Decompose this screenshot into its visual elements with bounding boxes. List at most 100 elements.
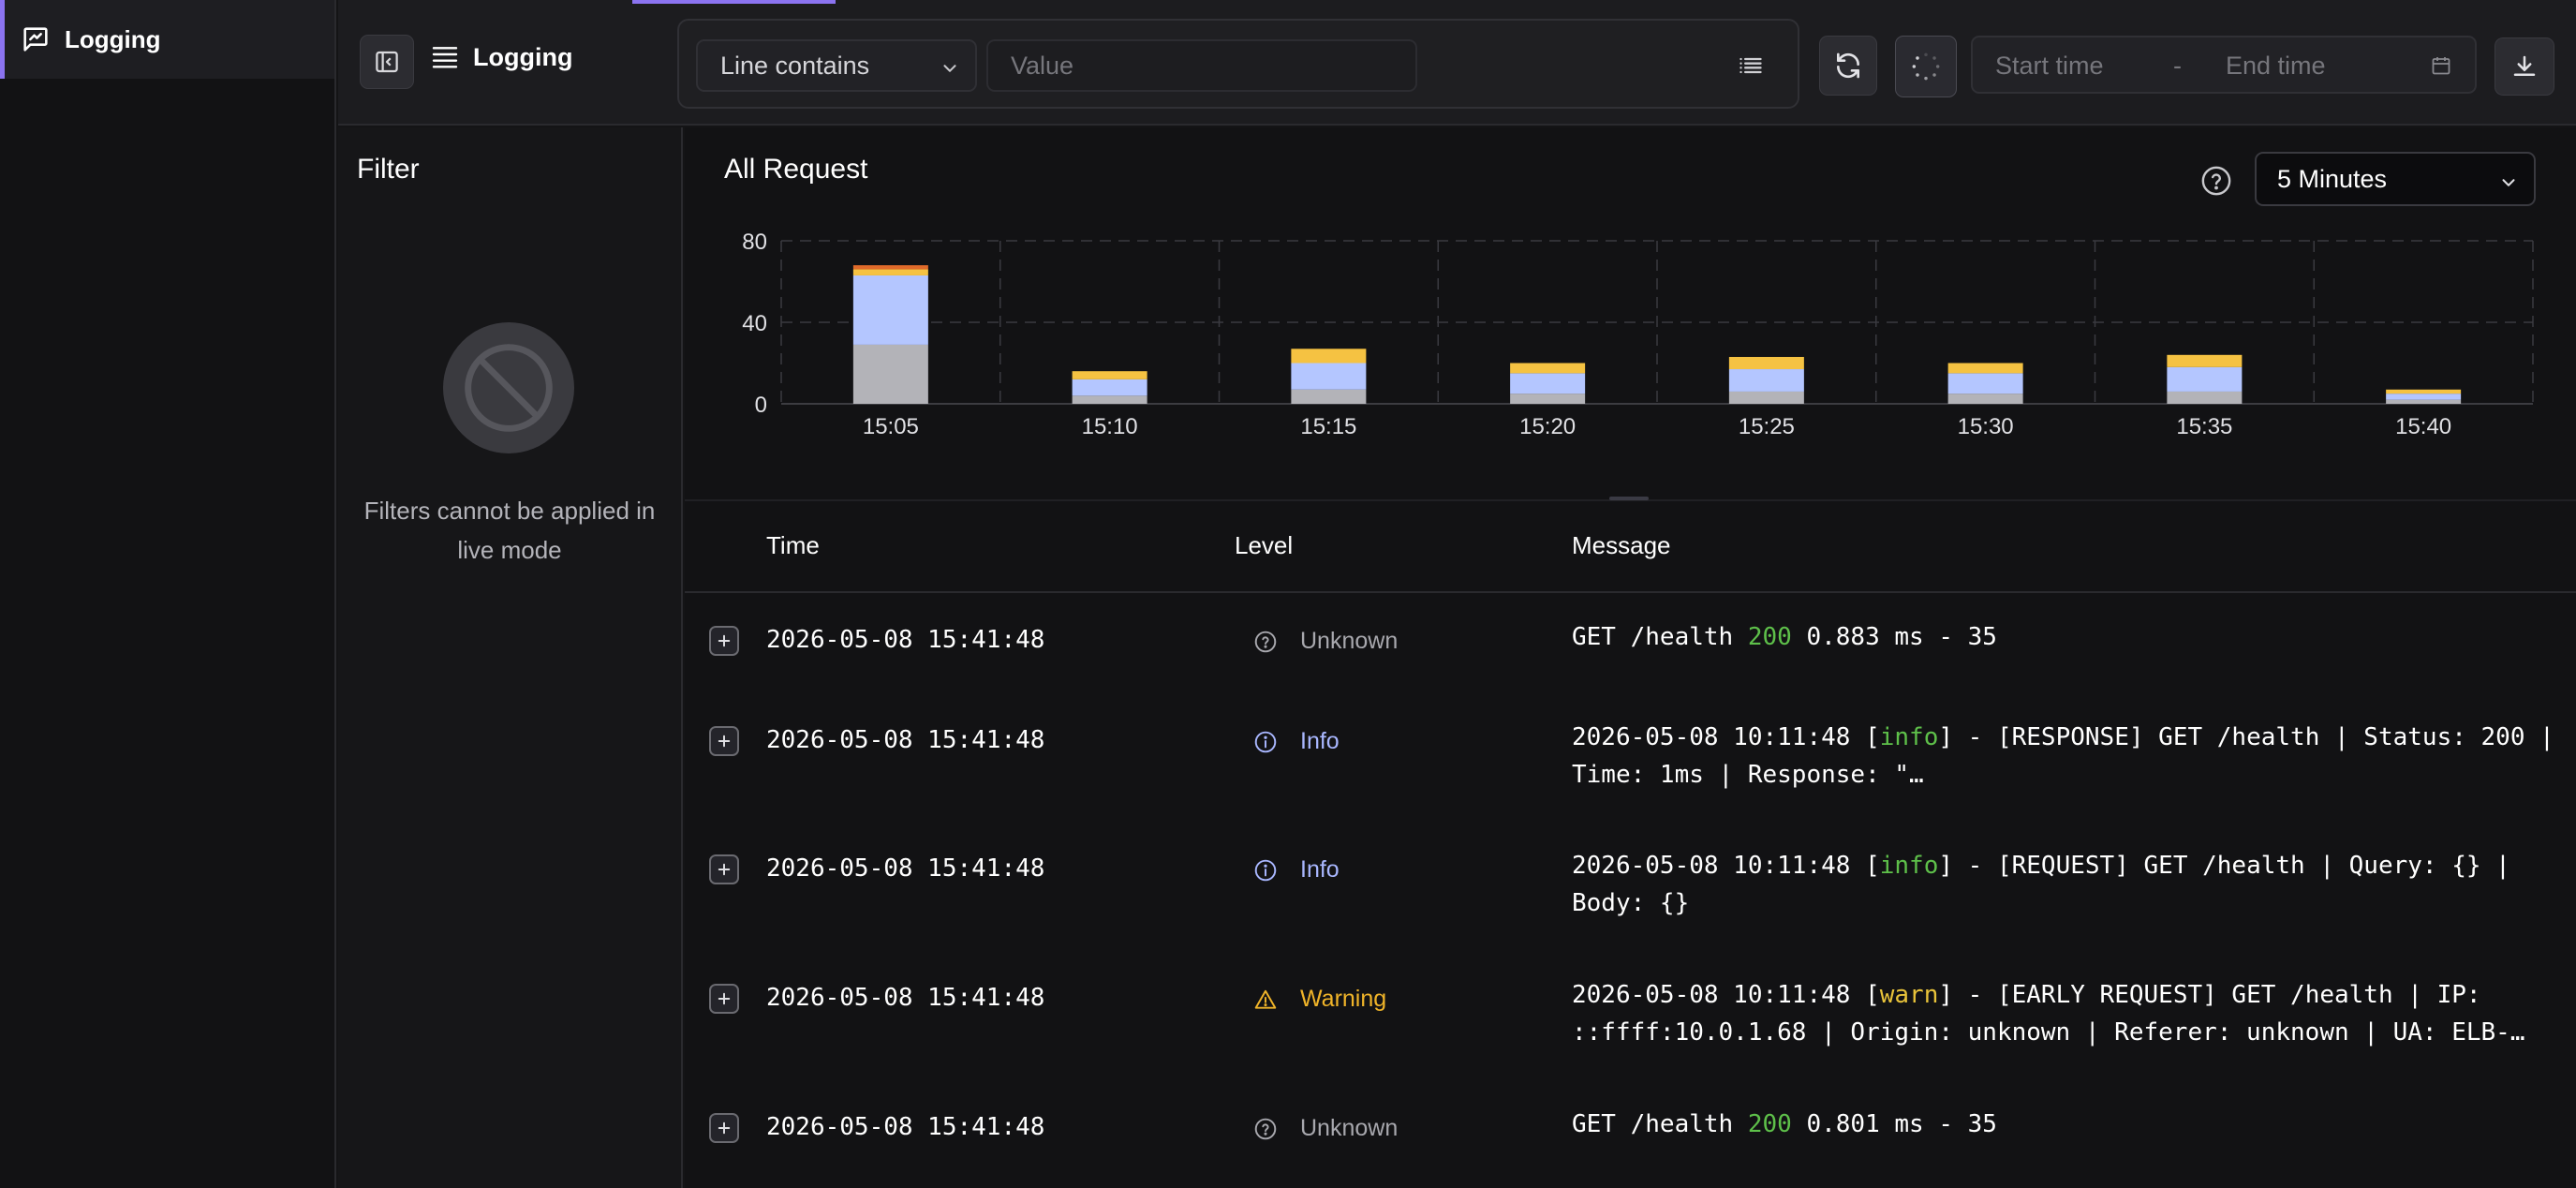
x-tick-label: 15:40: [2395, 414, 2451, 439]
message-segment: 200: [1747, 623, 1792, 651]
x-tick-label: 15:25: [1739, 414, 1795, 439]
x-tick-label: 15:35: [2176, 414, 2232, 439]
toggle-sidebar-button[interactable]: [360, 35, 414, 89]
condition-select[interactable]: Line contains: [696, 39, 977, 92]
time-range-picker[interactable]: Start time - End time: [1971, 36, 2477, 94]
chart-bar-segment: [1728, 356, 1804, 370]
row-level-label: Unknown: [1300, 1115, 1399, 1141]
list-options-icon[interactable]: [1738, 52, 1764, 79]
nav-item-logging[interactable]: Logging: [0, 0, 334, 79]
row-message: 2026-05-08 10:11:48 [info] - [REQUEST] G…: [1572, 847, 2555, 922]
expand-row-button[interactable]: [709, 854, 739, 884]
start-time-placeholder: Start time: [1995, 52, 2104, 80]
row-level: Info: [1253, 728, 1340, 755]
expand-row-button[interactable]: [709, 726, 739, 756]
logs-chat-icon: [23, 27, 48, 52]
download-button[interactable]: [2495, 37, 2554, 96]
chart-bar-segment: [1728, 391, 1804, 404]
row-message: 2026-05-08 10:11:48 [info] - [RESPONSE] …: [1572, 719, 2555, 794]
chevron-down-icon: [2502, 179, 2515, 186]
row-time: 2026-05-08 15:41:48: [766, 726, 1045, 754]
expand-row-button[interactable]: [709, 626, 739, 656]
download-icon: [2513, 55, 2536, 76]
row-level: Info: [1253, 856, 1340, 884]
chart-divider: [685, 499, 2576, 501]
message-segment: GET /health: [1572, 623, 1748, 651]
chevron-down-icon: [943, 65, 956, 72]
col-time: Time: [766, 531, 820, 559]
warning-triangle-icon: [1253, 988, 1289, 1012]
x-tick-label: 15:20: [1519, 414, 1576, 439]
row-message: GET /health 200 0.801 ms - 35: [1572, 1106, 2555, 1143]
row-time: 2026-05-08 15:41:48: [766, 1113, 1045, 1141]
row-level-label: Warning: [1300, 986, 1387, 1012]
chart-bar-segment: [1072, 379, 1147, 396]
help-icon[interactable]: [2200, 165, 2232, 197]
filter-disabled-message: Filters cannot be applied in live mode: [363, 497, 656, 564]
chart-bar-segment: [852, 265, 928, 270]
chart-bar-segment: [1291, 389, 1367, 404]
row-level-label: Info: [1300, 728, 1340, 754]
chart-title: All Request: [724, 154, 868, 185]
chart-bar-segment: [852, 269, 928, 275]
log-query-bar: Line contains Value: [677, 19, 1799, 109]
col-level: Level: [1235, 531, 1294, 559]
plus-icon: [718, 863, 731, 876]
chart-bar-segment: [2167, 354, 2243, 367]
row-level: Unknown: [1253, 1115, 1398, 1142]
page-title: Logging: [473, 43, 573, 71]
value-placeholder: Value: [1011, 51, 1074, 80]
range-separator: -: [2173, 52, 2182, 80]
x-tick-label: 15:05: [863, 414, 919, 439]
expand-row-button[interactable]: [709, 984, 739, 1014]
logs-main: All Request 5 Minutes 0 40 80 15:05 15:10 15:…: [685, 127, 2576, 1188]
plus-icon: [718, 735, 731, 748]
chart-bar-segment: [1947, 394, 2023, 404]
message-segment: warn: [1879, 981, 1939, 1009]
row-time: 2026-05-08 15:41:48: [766, 854, 1045, 883]
chart-bar-segment: [1072, 371, 1147, 379]
requests-bar-chart: 0 40 80 15:05 15:10 15:15 15:20 15:25 15:30 15:35…: [742, 230, 2534, 439]
message-segment: ] - [RESPONSE] GET /health | Status: 200…: [1572, 723, 2569, 789]
filter-title: Filter: [357, 154, 420, 185]
x-tick-label: 15:10: [1082, 414, 1138, 439]
message-segment: 2026-05-08 10:11:48 [: [1572, 981, 1880, 1009]
message-segment: 2026-05-08 10:11:48 [: [1572, 723, 1880, 751]
chart-bar-segment: [1947, 373, 2023, 394]
menu-lines-icon: [432, 47, 458, 68]
refresh-button[interactable]: [1819, 36, 1877, 96]
row-message: 2026-05-08 10:11:48 [warn] - [EARLY REQU…: [1572, 976, 2555, 1051]
interval-select[interactable]: 5 Minutes: [2255, 152, 2536, 206]
chart-bar-segment: [1072, 395, 1147, 404]
info-circle-icon: [1253, 730, 1289, 754]
row-level-label: Unknown: [1300, 628, 1399, 654]
left-navigation: Logging: [0, 0, 336, 1188]
chart-bar-segment: [1291, 363, 1367, 390]
live-mode-button[interactable]: [1895, 36, 1957, 97]
chart-bar-segment: [1510, 394, 1586, 404]
interval-value: 5 Minutes: [2277, 164, 2388, 193]
expand-row-button[interactable]: [709, 1113, 739, 1143]
end-time-placeholder: End time: [2226, 52, 2326, 80]
chart-bar-segment: [852, 275, 928, 345]
table-header: Time Level Message: [685, 501, 2576, 593]
sidebar-toggle-icon: [376, 51, 398, 73]
message-segment: info: [1879, 723, 1939, 751]
chart-bar-segment: [852, 344, 928, 404]
row-time: 2026-05-08 15:41:48: [766, 984, 1045, 1012]
resize-handle[interactable]: [1609, 497, 1649, 500]
calendar-icon: [2432, 57, 2450, 75]
row-level-label: Info: [1300, 856, 1340, 883]
active-tab-indicator: [632, 0, 836, 4]
prohibited-icon: [443, 322, 574, 453]
row-message: GET /health 200 0.883 ms - 35: [1572, 618, 2555, 656]
value-input[interactable]: Value: [986, 39, 1417, 92]
plus-icon: [718, 1121, 731, 1135]
x-tick-label: 15:30: [1958, 414, 2014, 439]
row-level: Unknown: [1253, 628, 1398, 655]
y-tick-label: 80: [742, 230, 767, 255]
x-tick-label: 15:15: [1300, 414, 1356, 439]
row-level: Warning: [1253, 986, 1386, 1013]
chart-bar-segment: [1947, 363, 2023, 374]
